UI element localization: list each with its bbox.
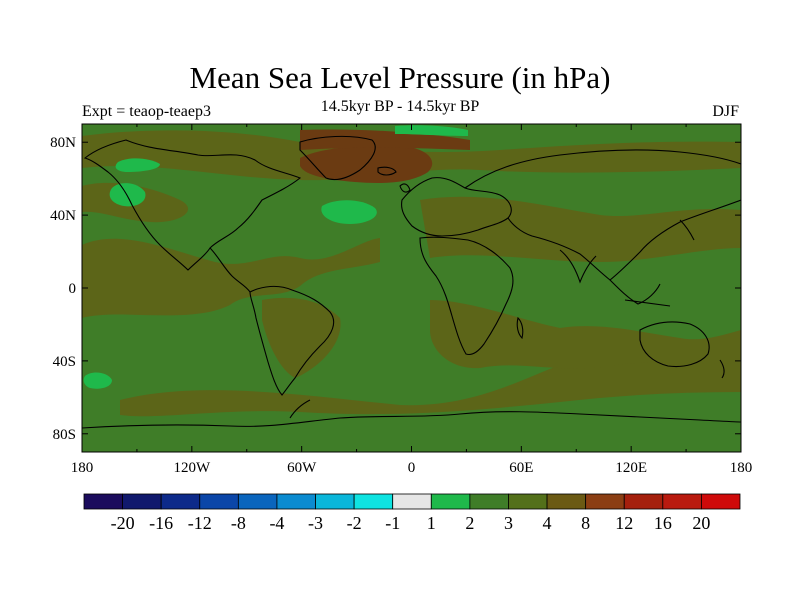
coast-india: [559, 249, 597, 284]
colorbar-label: -4: [269, 513, 284, 533]
lon-tick-label: 0: [408, 460, 416, 476]
positive-anomaly-regions: [82, 130, 741, 417]
coast-uk: [399, 183, 411, 193]
colorbar-swatch: [83, 493, 123, 510]
region-eurasia-positive: [420, 196, 741, 262]
lat-tick-label: 80S: [53, 427, 76, 443]
lat-tick-label: 40N: [50, 208, 76, 224]
lon-tick-label: 180: [730, 460, 753, 476]
colorbar-swatch: [585, 493, 625, 510]
lat-tick-label: 0: [69, 281, 77, 297]
time-range-subtitle: 14.5kyr BP - 14.5kyr BP: [320, 98, 480, 115]
pressure-field: [82, 124, 741, 452]
season-label: DJF: [712, 103, 739, 120]
coast-madagascar: [516, 316, 524, 340]
colorbar-label: -1: [385, 513, 400, 533]
coast-new-zealand: [719, 359, 725, 379]
colorbar-label: -8: [231, 513, 246, 533]
colorbar-label: 12: [615, 513, 633, 533]
colorbar-swatch: [237, 493, 278, 510]
colorbar-label: 4: [543, 513, 552, 533]
colorbar-label: -20: [111, 513, 135, 533]
colorbar-swatch: [122, 493, 162, 510]
coast-iceland: [377, 166, 397, 176]
colorbar-swatch: [546, 493, 587, 510]
lat-tick-label: 40S: [53, 354, 76, 370]
lon-tick-label: 120E: [615, 460, 647, 476]
colorbar-swatch: [662, 493, 702, 510]
colorbar-label: -16: [149, 513, 173, 533]
colorbar-swatch: [701, 493, 741, 510]
axis-labels: 180 120W 60W 0 60E 120E 180 80N 40N 0 40S 80S: [50, 135, 752, 476]
region-indian-ocean-positive: [430, 300, 741, 369]
region-north-pacific-negative: [115, 158, 160, 172]
coast-asia: [464, 149, 741, 281]
colorbar-swatch: [469, 493, 509, 510]
colorbar-label: 8: [581, 513, 590, 533]
lon-tick-label: 180: [71, 460, 94, 476]
region-atlantic-negative-cell: [321, 200, 377, 224]
coast-africa: [419, 236, 514, 356]
colorbar-label: 3: [504, 513, 513, 533]
colorbar-swatch: [276, 493, 316, 510]
colorbar-swatch: [508, 493, 548, 510]
coast-japan: [679, 219, 695, 241]
colorbar-swatch: [199, 493, 239, 510]
coast-indonesia: [624, 299, 671, 307]
colorbar-label: 1: [427, 513, 436, 533]
coast-antarctica: [82, 411, 741, 429]
negative-anomaly-regions: [83, 125, 468, 389]
region-arctic-negative: [395, 125, 468, 136]
region-alaska-negative-cell: [109, 183, 146, 207]
coast-southeast-asia: [609, 279, 661, 305]
coast-australia: [639, 321, 710, 368]
colorbar-swatch: [623, 493, 664, 510]
colorbar-swatch: [160, 493, 201, 510]
chart-title: Mean Sea Level Pressure (in hPa): [189, 60, 611, 95]
experiment-label: Expt = teaop-teaep3: [82, 103, 211, 120]
colorbar-label: 2: [465, 513, 474, 533]
colorbar-label: -3: [308, 513, 323, 533]
coast-central-america: [209, 247, 251, 293]
colorbar-label: -12: [188, 513, 212, 533]
lon-tick-label: 60E: [509, 460, 533, 476]
coast-greenland: [299, 135, 376, 181]
colorbar-label: 20: [692, 513, 710, 533]
colorbar: [83, 493, 741, 510]
region-south-atlantic-negative: [83, 372, 112, 389]
coast-south-america: [249, 285, 335, 396]
lon-tick-label: 120W: [173, 460, 211, 476]
colorbar-label: -2: [347, 513, 362, 533]
lat-tick-label: 80N: [50, 135, 76, 151]
colorbar-label: 16: [654, 513, 672, 533]
colorbar-swatch: [353, 493, 394, 510]
colorbar-swatch: [430, 493, 471, 510]
region-south-america-positive: [262, 297, 341, 378]
coast-antarctic-peninsula: [289, 399, 311, 419]
coastlines: [82, 135, 741, 429]
colorbar-swatch: [315, 493, 355, 510]
colorbar-labels: -20 -16 -12 -8 -4 -3 -2 -1 1 2 3 4 8 12 16 20: [111, 513, 711, 533]
axis-ticks: [81, 124, 742, 452]
region-pacific-positive-band: [82, 238, 380, 318]
colorbar-swatch: [392, 493, 432, 510]
lon-tick-label: 60W: [287, 460, 317, 476]
